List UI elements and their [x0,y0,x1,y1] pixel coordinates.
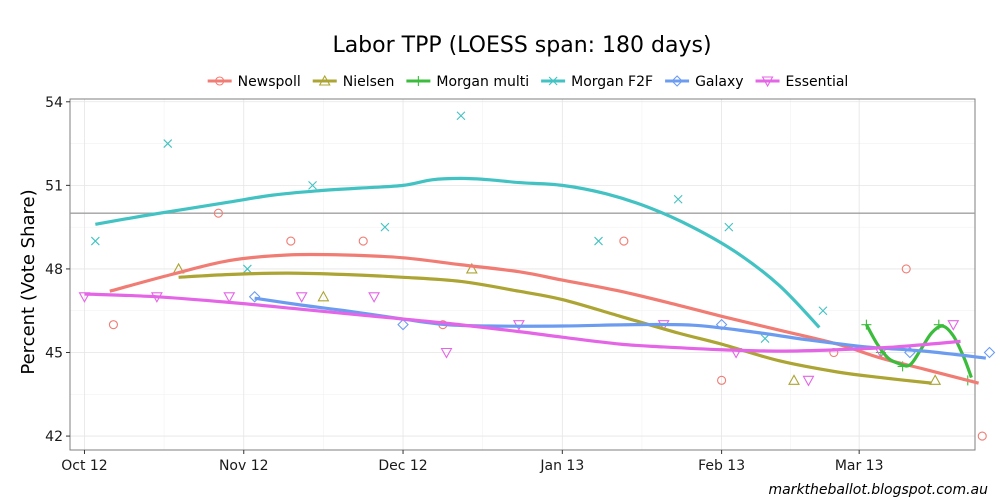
data-point-morgan-f2f [163,139,173,148]
legend-marker [318,74,331,86]
legend: Newspoll Nielsen Morgan multi Morgan F2F Gal… [207,74,849,90]
legend-item: Newspoll [207,74,301,90]
y-tick-label: 45 [45,346,63,362]
data-point-newspoll [358,236,368,246]
legend-marker [215,76,225,86]
trend-line-morgan-f2f [95,176,821,329]
legend-item: Galaxy [665,74,744,90]
legend-label: Newspoll [238,74,301,90]
data-point-nielsen [788,374,800,385]
data-point-galaxy [983,346,996,359]
data-point-essential [440,347,453,359]
trend-line-essential [84,292,961,353]
chart-title: Labor TPP (LOESS span: 180 days) [332,33,711,58]
x-tick-label: Dec 12 [378,458,427,474]
legend-label: Morgan F2F [571,74,653,90]
trend-line-galaxy [254,296,987,360]
data-point-morgan-f2f [594,236,603,246]
legend-label: Galaxy [695,74,743,90]
legend-label: Morgan multi [436,74,529,90]
y-tick-label: 42 [45,429,63,445]
data-point-newspoll [717,375,727,385]
legend-label: Nielsen [343,74,395,90]
data-point-essential [368,292,381,303]
data-point-nielsen [317,290,330,302]
y-tick-label: 54 [45,95,63,111]
data-point-newspoll [619,236,629,246]
data-point-morgan-f2f [308,180,317,190]
data-point-morgan-f2f [724,222,734,232]
y-tick-label: 48 [45,262,63,278]
legend-label: Essential [786,74,849,90]
legend-item: Essential [755,74,849,90]
y-axis-label: Percent (Vote Share) [18,189,39,374]
data-point-galaxy [715,318,728,331]
data-point-essential [295,292,308,303]
y-tick-label: 51 [45,178,63,194]
data-point-newspoll [901,264,911,274]
data-point-nielsen [465,262,478,274]
legend-item: Morgan F2F [541,74,653,90]
data-point-essential [223,292,236,303]
plot-panel: 42 45 48 51 54 Oct 12 Nov 12 Dec 12 Jan 13 Feb 13… [45,95,996,474]
data-point-morgan-f2f [90,236,100,246]
data-point-newspoll [286,236,296,246]
data-point-newspoll [213,208,223,218]
data-point-morgan-f2f [456,111,466,121]
x-tick-label: Feb 13 [698,458,745,474]
credit: marktheballot.blogspot.com.au [768,482,988,498]
data-point-essential [947,320,960,331]
series-newspoll [108,208,987,441]
legend-marker [413,76,424,86]
data-point-galaxy [248,291,261,303]
trend-line-nielsen [178,271,932,385]
data-point-essential [802,375,815,387]
series-nielsen [172,262,942,385]
series-essential [78,292,960,387]
x-tick-label: Oct 12 [61,458,107,474]
panel-border [69,98,976,451]
data-point-newspoll [977,431,987,441]
series-morgan-f2f [90,111,828,343]
data-point-newspoll [108,320,118,330]
legend-marker [548,76,558,86]
data-point-essential [78,292,91,303]
x-tick-label: Mar 13 [835,458,884,474]
x-tick-label: Jan 13 [539,458,584,474]
data-point-morgan-f2f [818,306,828,316]
legend-item: Nielsen [312,74,395,90]
legend-marker [761,76,774,88]
data-point-morgan-f2f [760,334,770,343]
data-point-nielsen [929,374,942,385]
data-point-morgan-f2f [380,222,390,232]
data-point-morgan-f2f [673,194,683,204]
data-point-galaxy [397,318,409,331]
legend-item: Morgan multi [406,74,529,90]
x-tick-label: Nov 12 [219,458,269,474]
data-point-morgan-f2f [242,264,252,274]
legend-marker [671,75,683,87]
